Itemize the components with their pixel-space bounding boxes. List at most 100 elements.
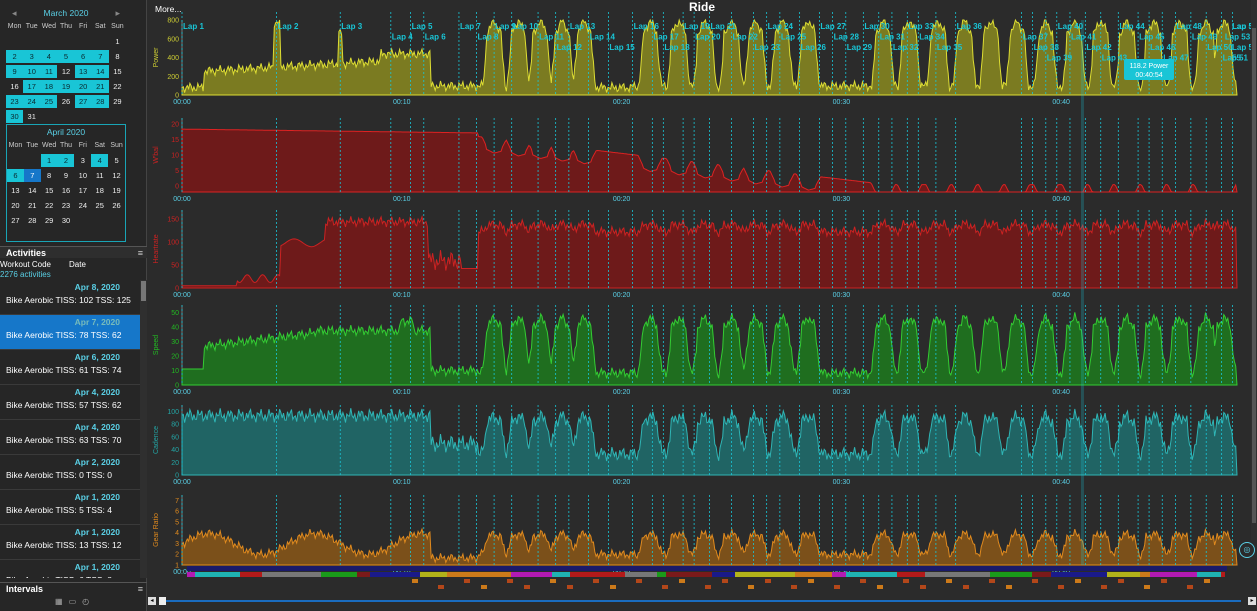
calendar-day[interactable]: 18: [95, 186, 104, 195]
zone-marker: [989, 579, 995, 583]
calendar-day[interactable]: 31: [27, 112, 36, 121]
calendar-day[interactable]: 29: [44, 216, 54, 225]
calendar-blank: [6, 35, 23, 48]
calendar-day[interactable]: 12: [61, 67, 71, 76]
calendar-day[interactable]: 18: [40, 80, 58, 93]
calendar-day[interactable]: 23: [61, 201, 71, 210]
horizontal-scrollbar[interactable]: ◂ ▸: [147, 597, 1257, 605]
activity-summary: Bike Aerobic TISS: 6 TSS: 8: [6, 575, 112, 578]
calendar-day[interactable]: 20: [74, 80, 92, 93]
calendar-day[interactable]: 9: [63, 171, 69, 180]
calendar-day[interactable]: 20: [11, 201, 20, 210]
calendar-day[interactable]: 24: [78, 201, 88, 210]
calendar-day[interactable]: 15: [44, 186, 54, 195]
activity-item[interactable]: Apr 2, 2020 Bike Aerobic TISS: 0 TSS: 0: [0, 455, 140, 490]
activity-item[interactable]: Apr 1, 2020 Bike Aerobic TISS: 5 TSS: 4: [0, 490, 140, 525]
scroll-knob[interactable]: [159, 597, 166, 605]
calendar-day[interactable]: 21: [28, 201, 37, 210]
calendar-day[interactable]: 8: [115, 52, 120, 61]
activities-scrollbar[interactable]: [140, 280, 147, 578]
calendar-day[interactable]: 5: [57, 50, 75, 63]
calendar-day[interactable]: 13: [74, 65, 92, 78]
calendar-day[interactable]: 16: [61, 186, 71, 195]
zone-segment: [1140, 572, 1150, 577]
calendar-day[interactable]: 1: [40, 154, 58, 167]
next-month-icon[interactable]: ▸: [115, 8, 120, 18]
activity-item[interactable]: Apr 6, 2020 Bike Aerobic TISS: 61 TSS: 74: [0, 350, 140, 385]
calendar-day[interactable]: 6: [7, 169, 24, 182]
lap-label: Lap 52: [1232, 22, 1251, 31]
calendar-day[interactable]: 2: [6, 50, 24, 63]
prev-month-icon[interactable]: ◂: [12, 8, 17, 18]
calendar-day[interactable]: 22: [113, 82, 122, 91]
calendar-day[interactable]: 17: [78, 186, 88, 195]
calendar-day[interactable]: 25: [40, 95, 58, 108]
calendar-day[interactable]: 3: [80, 156, 85, 165]
calendar-day[interactable]: 15: [113, 67, 122, 76]
calendar-day[interactable]: 3: [23, 50, 41, 63]
calendar-day[interactable]: 5: [114, 156, 119, 165]
calendar-day[interactable]: 16: [10, 82, 19, 91]
charts-scrollbar[interactable]: [1251, 0, 1257, 540]
calendar-day[interactable]: 10: [78, 171, 88, 180]
calendar-day[interactable]: 27: [74, 95, 92, 108]
calendar-day[interactable]: 2: [57, 154, 75, 167]
calendar-day[interactable]: 10: [23, 65, 41, 78]
calendar-day[interactable]: 14: [91, 65, 109, 78]
calendar-day[interactable]: 29: [113, 97, 122, 106]
menu-icon[interactable]: ≡: [137, 248, 143, 258]
settings-round-icon[interactable]: ◎: [1239, 542, 1255, 558]
stopwatch-icon[interactable]: ◴: [82, 597, 90, 606]
calendar-day[interactable]: 23: [6, 95, 24, 108]
calendar-icon[interactable]: ▦: [55, 597, 63, 606]
activity-item[interactable]: Apr 1, 2020 Bike Aerobic TISS: 6 TSS: 8: [0, 560, 140, 578]
scroll-left-icon[interactable]: ◂: [148, 597, 156, 605]
calendar-day[interactable]: 19: [112, 186, 121, 195]
menu-icon[interactable]: ≡: [137, 584, 143, 594]
calendar-day[interactable]: 7: [91, 50, 109, 63]
calendar-day[interactable]: 11: [95, 171, 104, 180]
calendar-day[interactable]: 4: [40, 50, 58, 63]
calendar-day[interactable]: 13: [11, 186, 20, 195]
calendar-day[interactable]: 28: [28, 216, 37, 225]
x-tick-label: 00:40: [1052, 196, 1070, 203]
calendar-day[interactable]: 24: [23, 95, 41, 108]
axis-label-wbal: W'bal: [153, 146, 160, 164]
lap-label: Lap 26: [801, 43, 827, 52]
calendar-day[interactable]: 9: [6, 65, 24, 78]
activity-item[interactable]: Apr 4, 2020 Bike Aerobic TISS: 63 TSS: 70: [0, 420, 140, 455]
calendar-day[interactable]: 28: [91, 95, 109, 108]
weekday-label: Fri: [79, 23, 88, 30]
activity-item[interactable]: Apr 4, 2020 Bike Aerobic TISS: 57 TSS: 62: [0, 385, 140, 420]
activity-item[interactable]: Apr 8, 2020 Bike Aerobic TISS: 102 TSS: 1…: [0, 280, 140, 315]
x-tick-label: 00:20: [613, 479, 631, 486]
column-date[interactable]: Date: [69, 260, 86, 269]
calendar-day[interactable]: 6: [74, 50, 92, 63]
calendar-day[interactable]: 26: [61, 97, 71, 106]
calendar-day[interactable]: 21: [91, 80, 109, 93]
calendar-day[interactable]: 19: [57, 80, 75, 93]
calendar-day[interactable]: 4: [91, 154, 109, 167]
calendar-day[interactable]: 30: [6, 110, 24, 123]
x-tick-label: 00:30: [833, 479, 851, 486]
calendar-day[interactable]: 26: [112, 201, 121, 210]
calendar-day[interactable]: 30: [61, 216, 71, 225]
calendar-day[interactable]: 17: [23, 80, 41, 93]
calendar-day[interactable]: 22: [44, 201, 54, 210]
calendar-day[interactable]: 14: [28, 186, 37, 195]
more-button[interactable]: More...: [155, 4, 182, 14]
activity-item[interactable]: Apr 7, 2020 Bike Aerobic TISS: 78 TSS: 62: [0, 315, 140, 350]
calendar-day[interactable]: 12: [112, 171, 121, 180]
folder-icon[interactable]: ▭: [68, 597, 77, 606]
scroll-right-icon[interactable]: ▸: [1248, 597, 1256, 605]
calendar-day[interactable]: 25: [95, 201, 104, 210]
activity-item[interactable]: Apr 1, 2020 Bike Aerobic TISS: 13 TSS: 12: [0, 525, 140, 560]
calendar-day[interactable]: 27: [11, 216, 20, 225]
calendar-day[interactable]: 1: [115, 37, 120, 46]
calendar-day[interactable]: 11: [40, 65, 58, 78]
calendar-day[interactable]: 8: [47, 171, 52, 180]
calendar-day[interactable]: 7: [23, 169, 41, 182]
calendar-grid: Mon Tue Wed Thu Fri Sat Sun 1 2 3 4 5 6 7 8 9 10 11 12 13 14…: [7, 139, 125, 227]
column-workout-code[interactable]: Workout Code: [0, 260, 51, 269]
